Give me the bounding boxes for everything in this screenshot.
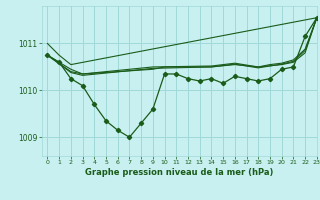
X-axis label: Graphe pression niveau de la mer (hPa): Graphe pression niveau de la mer (hPa) bbox=[85, 168, 273, 177]
